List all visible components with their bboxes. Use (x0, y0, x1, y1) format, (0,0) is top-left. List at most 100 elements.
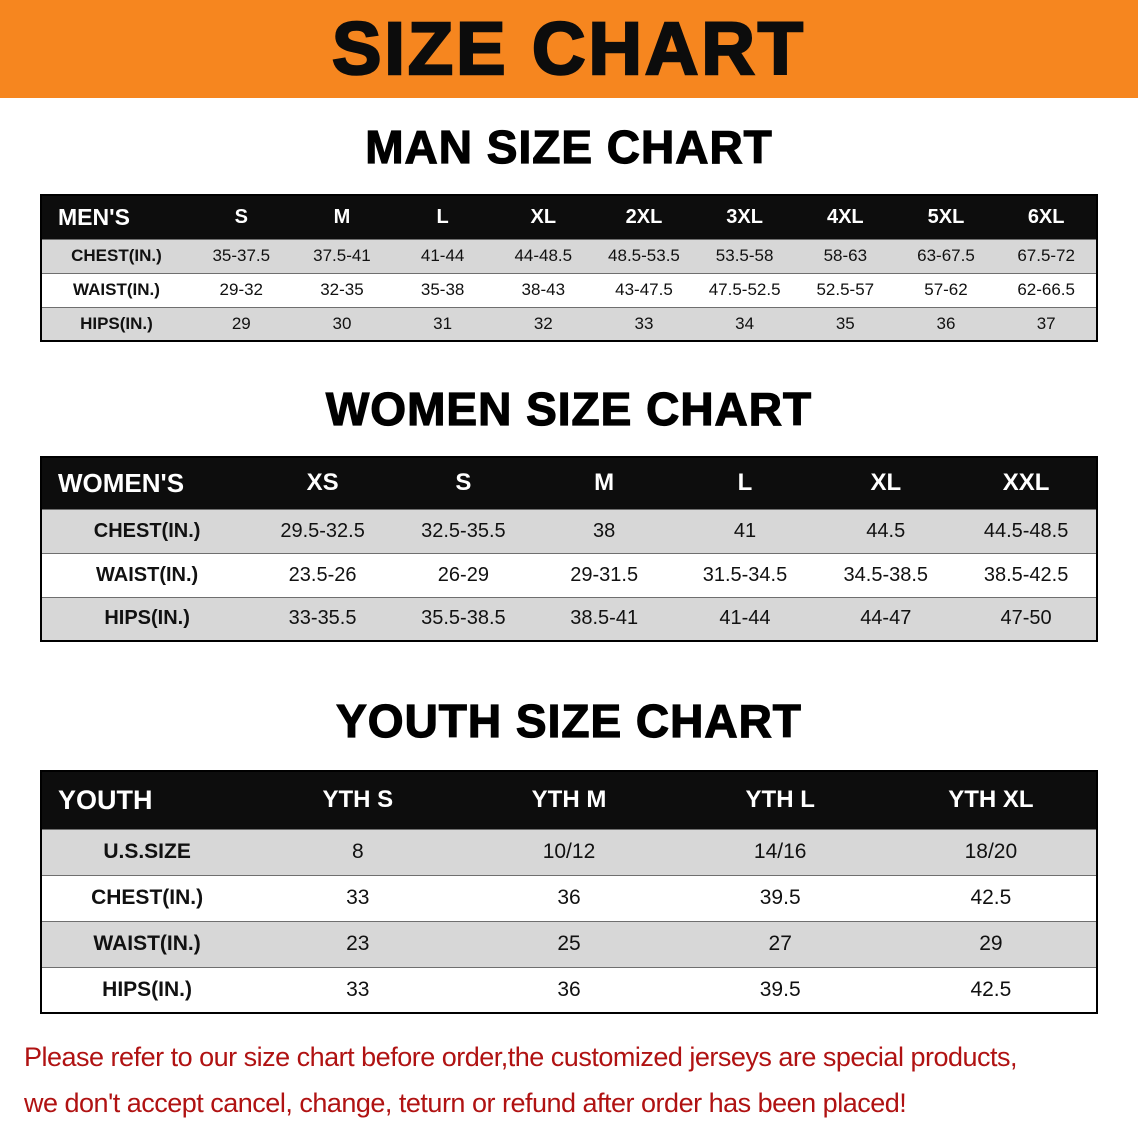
disclaimer-line-1: Please refer to our size chart before or… (24, 1042, 1018, 1072)
table-title-cell: MEN'S (41, 195, 191, 239)
size-header-cell: 3XL (694, 195, 795, 239)
size-header-cell: M (533, 457, 675, 509)
row-label-cell: WAIST(IN.) (95, 563, 199, 586)
value-cell: 35-37.5 (212, 246, 271, 265)
value-cell: 14/16 (753, 840, 807, 863)
value-cell: 47.5-52.5 (708, 280, 781, 299)
value-cell: 30 (332, 313, 352, 333)
size-chart-banner: SIZE CHART (0, 0, 1138, 98)
size-header-cell: YTH S (252, 771, 464, 829)
value-cell: 35 (835, 313, 855, 333)
size-header-cell: 6XL (996, 195, 1097, 239)
value-cell: 42.5 (970, 977, 1012, 1001)
value-cell: 29 (231, 313, 251, 333)
value-cell: 44.5-48.5 (983, 519, 1069, 542)
value-cell: 8 (351, 840, 364, 863)
table-row: CHEST(IN.) 29.5-32.5 32.5-35.5 38 41 44.5 44.5… (41, 509, 1097, 553)
disclaimer-note: Please refer to our size chart before or… (24, 1034, 1138, 1126)
table-row: HIPS(IN.) 33-35.5 35.5-38.5 38.5-41 41-44 44-… (41, 597, 1097, 641)
value-cell: 41-44 (719, 607, 771, 630)
header-row: MEN'S S M L XL 2XL 3XL 4XL 5XL 6XL (41, 195, 1097, 239)
value-cell: 33 (346, 886, 370, 909)
size-header-cell: L (674, 457, 816, 509)
row-label-cell: CHEST(IN.) (71, 246, 162, 265)
value-cell: 29.5-32.5 (280, 519, 365, 542)
value-cell: 32.5-35.5 (421, 519, 506, 542)
table-title-cell: YOUTH (41, 771, 253, 829)
youth-size-table: YOUTH YTH S YTH M YTH L YTH XL U.S.SIZE 8 10/12… (40, 770, 1098, 1014)
size-header-cell: 4XL (794, 195, 896, 239)
table-title-cell: WOMEN'S (41, 457, 253, 509)
value-cell: 36 (936, 313, 956, 333)
value-cell: 31.5-34.5 (702, 563, 788, 586)
value-cell: 38 (593, 519, 616, 542)
value-cell: 39.5 (759, 977, 801, 1001)
value-cell: 10/12 (542, 840, 596, 863)
youth-size-chart-heading: YOUTH SIZE CHART (336, 695, 802, 747)
size-header-cell: XS (252, 457, 393, 509)
banner-title: SIZE CHART (331, 7, 806, 90)
youth-size-table-container: YOUTH YTH S YTH M YTH L YTH XL U.S.SIZE 8 10/12… (40, 770, 1098, 1014)
size-header-cell: 2XL (593, 195, 695, 239)
header-row: YOUTH YTH S YTH M YTH L YTH XL (41, 771, 1097, 829)
size-header-cell: M (291, 195, 393, 239)
table-row: CHEST(IN.) 35-37.5 37.5-41 41-44 44-48.5 48.5… (41, 239, 1097, 273)
womens-size-table-container: WOMEN'S XS S M L XL XXL CHEST(IN.) 29.5-32.5 32.5… (40, 456, 1098, 642)
row-label-cell: HIPS(IN.) (80, 313, 153, 333)
size-header-cell: 5XL (895, 195, 997, 239)
value-cell: 34.5-38.5 (843, 563, 929, 586)
row-label-cell: CHEST(IN.) (93, 519, 201, 542)
value-cell: 38-43 (521, 280, 566, 299)
value-cell: 67.5-72 (1017, 246, 1075, 265)
value-cell: 39.5 (759, 886, 801, 909)
row-label-cell: HIPS(IN.) (102, 977, 193, 1001)
value-cell: 43-47.5 (615, 280, 673, 299)
value-cell: 44-47 (860, 607, 912, 630)
value-cell: 44-48.5 (514, 246, 573, 265)
size-header-cell: XL (815, 457, 957, 509)
value-cell: 23.5-26 (288, 563, 357, 586)
value-cell: 26-29 (437, 563, 489, 586)
size-header-cell: S (190, 195, 292, 239)
size-header-cell: XL (492, 195, 594, 239)
table-row: WAIST(IN.) 23 25 27 29 (41, 921, 1097, 967)
value-cell: 29-31.5 (570, 563, 639, 586)
value-cell: 25 (557, 932, 581, 955)
size-header-cell: YTH M (463, 771, 675, 829)
man-size-chart-heading: MAN SIZE CHART (365, 121, 773, 173)
value-cell: 42.5 (970, 886, 1012, 909)
value-cell: 29 (979, 932, 1003, 955)
value-cell: 53.5-58 (715, 246, 774, 265)
size-header-cell: YTH XL (885, 771, 1097, 829)
row-label-cell: HIPS(IN.) (104, 607, 190, 630)
table-row: HIPS(IN.) 33 36 39.5 42.5 (41, 967, 1097, 1013)
value-cell: 29-32 (219, 280, 264, 299)
value-cell: 52.5-57 (816, 280, 875, 299)
value-cell: 38.5-42.5 (983, 563, 1069, 586)
value-cell: 41-44 (420, 246, 465, 265)
size-header-cell: YTH L (674, 771, 886, 829)
value-cell: 57-62 (924, 280, 968, 299)
value-cell: 48.5-53.5 (608, 246, 680, 265)
table-row: HIPS(IN.) 29 30 31 32 33 34 35 36 37 (41, 307, 1097, 341)
value-cell: 32-35 (320, 280, 364, 299)
header-row: WOMEN'S XS S M L XL XXL (41, 457, 1097, 509)
value-cell: 37.5-41 (313, 246, 371, 265)
table-row: WAIST(IN.) 29-32 32-35 35-38 38-43 43-47.5 47.… (41, 273, 1097, 307)
value-cell: 33-35.5 (288, 607, 357, 630)
womens-size-table: WOMEN'S XS S M L XL XXL CHEST(IN.) 29.5-32.5 32.5… (40, 456, 1098, 642)
table-row: WAIST(IN.) 23.5-26 26-29 29-31.5 31.5-34.5 34… (41, 553, 1097, 597)
value-cell: 44.5 (866, 519, 906, 542)
value-cell: 27 (768, 932, 792, 955)
row-label-cell: WAIST(IN.) (93, 932, 201, 955)
value-cell: 58-63 (823, 246, 868, 265)
disclaimer-line-2: we don't accept cancel, change, teturn o… (24, 1088, 907, 1118)
value-cell: 18/20 (964, 840, 1018, 863)
value-cell: 37 (1036, 313, 1056, 333)
mens-size-table: MEN'S S M L XL 2XL 3XL 4XL 5XL 6XL CHEST(IN.) 35-37… (40, 194, 1098, 342)
table-row: U.S.SIZE 8 10/12 14/16 18/20 (41, 829, 1097, 875)
value-cell: 35.5-38.5 (421, 607, 506, 630)
row-label-cell: CHEST(IN.) (91, 886, 204, 909)
size-header-cell: XXL (956, 457, 1097, 509)
table-row: CHEST(IN.) 33 36 39.5 42.5 (41, 875, 1097, 921)
